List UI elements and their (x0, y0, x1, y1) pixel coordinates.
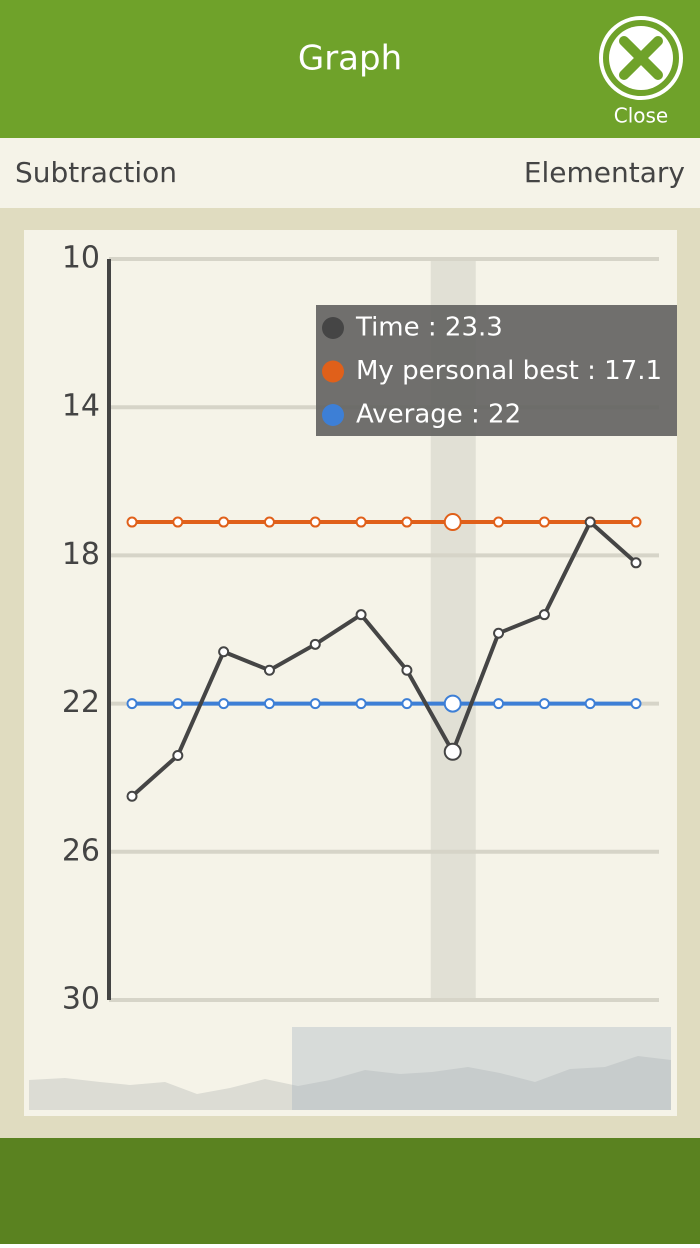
data-point (538, 698, 550, 710)
data-point (126, 698, 138, 710)
data-point (493, 627, 505, 639)
data-point (584, 698, 596, 710)
navigator-area (29, 1056, 671, 1110)
y-tick-label: 22 (62, 685, 100, 720)
data-point (584, 516, 596, 528)
tooltip-text: Average : 22 (356, 400, 521, 430)
data-point (538, 609, 550, 621)
close-button[interactable]: Close (599, 16, 683, 128)
data-point (172, 516, 184, 528)
tooltip-swatch (322, 404, 344, 426)
header-bar (0, 0, 700, 138)
close-label[interactable]: Close (614, 104, 668, 128)
y-tick-label: 14 (62, 389, 100, 424)
y-tick-label: 26 (62, 833, 100, 868)
close-circle[interactable] (599, 16, 683, 100)
data-point (443, 694, 462, 713)
data-point (401, 516, 413, 528)
data-point (126, 790, 138, 802)
data-point (401, 664, 413, 676)
navigator[interactable] (29, 1027, 671, 1110)
data-point (630, 698, 642, 710)
data-point (172, 698, 184, 710)
data-point (493, 516, 505, 528)
data-point (538, 516, 550, 528)
data-point (126, 516, 138, 528)
series-line (130, 520, 638, 798)
data-point (263, 516, 275, 528)
data-point (630, 557, 642, 569)
data-point (172, 749, 184, 761)
data-point (218, 646, 230, 658)
tooltip-text: Time : 23.3 (355, 313, 503, 343)
data-point (309, 698, 321, 710)
navigator-window[interactable] (292, 1027, 671, 1110)
data-point (493, 698, 505, 710)
data-point (443, 742, 462, 761)
data-point (309, 516, 321, 528)
subheader-left: Subtraction (15, 156, 177, 189)
data-point (401, 698, 413, 710)
data-point (263, 664, 275, 676)
data-point (218, 698, 230, 710)
data-point (355, 698, 367, 710)
data-point (218, 516, 230, 528)
tooltip-swatch (322, 360, 344, 383)
data-point (355, 609, 367, 621)
data-point (630, 516, 642, 528)
subheader-right: Elementary (524, 156, 685, 189)
tooltip-box (316, 305, 677, 436)
close-icon[interactable] (619, 36, 663, 80)
header-title: Graph (298, 39, 402, 79)
tooltip-swatch (322, 317, 344, 339)
subheader-bar (0, 138, 700, 208)
y-tick-label: 30 (62, 982, 100, 1017)
tooltip-text: My personal best : 17.1 (356, 356, 662, 386)
y-tick-label: 10 (62, 241, 100, 276)
y-tick-label: 18 (62, 537, 100, 572)
data-point (309, 638, 321, 650)
data-point (443, 513, 462, 532)
data-point (263, 698, 275, 710)
data-point (355, 516, 367, 528)
footer-bar (0, 1138, 700, 1244)
